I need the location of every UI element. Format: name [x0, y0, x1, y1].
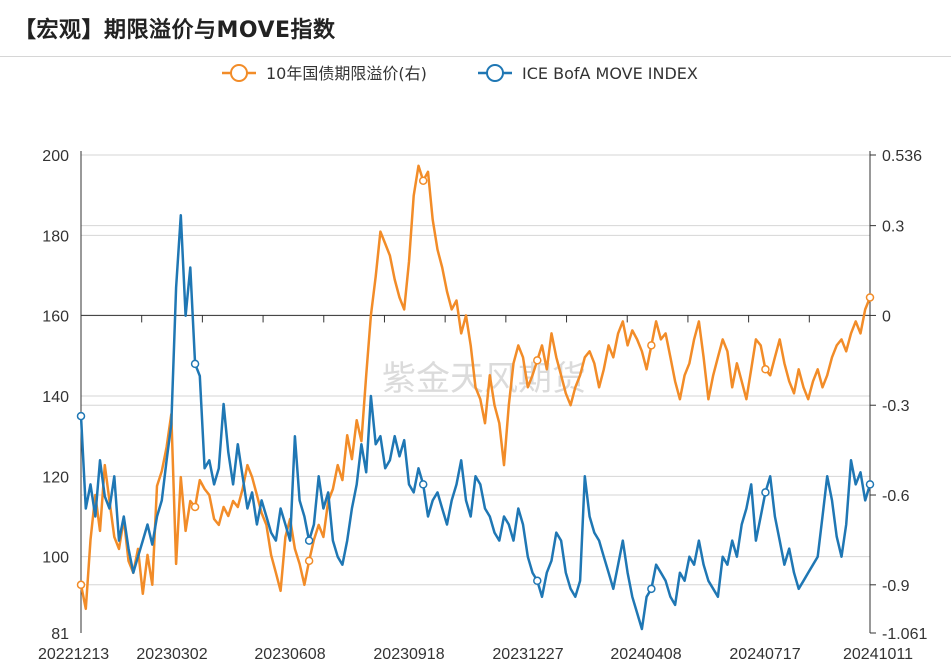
x-tick-label: 20221213 [38, 646, 109, 663]
x-tick-label: 20240717 [729, 646, 800, 663]
series-1-point [647, 584, 656, 594]
axes: 81 100 120 140 160 180 200 -1.061 -0.9 -0.6 -0.3 0 0… [38, 148, 927, 663]
series-1-point [761, 488, 770, 497]
series-0-point [304, 556, 314, 566]
series-1-point [190, 359, 200, 369]
series-0-point [761, 365, 770, 374]
legend-marker-0 [230, 64, 248, 82]
series-line-0 [79, 164, 872, 611]
series-1-point [76, 411, 86, 421]
x-tick-label: 20231227 [492, 646, 563, 663]
series-0-point [418, 176, 428, 185]
y-right-tick-label: -1.061 [882, 626, 927, 643]
y-left-tick-label: 120 [42, 469, 69, 486]
y-right-tick-label: 0 [882, 308, 891, 325]
series-0-point [76, 580, 86, 590]
legend: 10年国债期限溢价(右) ICE BofA MOVE INDEX [222, 64, 698, 83]
y-left-tick-label: 140 [42, 389, 69, 406]
y-right-tick-label: 0.536 [882, 148, 922, 165]
markers-layer [76, 176, 875, 594]
series-line-1 [79, 214, 872, 631]
y-right-tick-label: 0.3 [882, 219, 904, 236]
y-left-tick-label: 160 [42, 309, 69, 326]
series-layer [79, 164, 872, 631]
x-tick-label: 20230918 [373, 646, 444, 663]
legend-marker-1 [486, 64, 504, 82]
watermark: 紫金天风期货 [382, 359, 586, 399]
series-0-point [190, 502, 200, 512]
y-left-tick-label: 81 [51, 626, 69, 643]
y-right-tick-label: -0.3 [882, 398, 910, 415]
x-tick-label: 20230608 [254, 646, 325, 663]
x-tick-label: 20240408 [610, 646, 681, 663]
legend-label-1: ICE BofA MOVE INDEX [522, 64, 698, 83]
series-1-point [533, 576, 542, 586]
x-tick-label: 20230302 [136, 646, 207, 663]
y-left-tick-label: 200 [42, 148, 69, 165]
y-right-tick-label: -0.6 [882, 488, 910, 505]
y-left-tick-label: 100 [42, 550, 69, 567]
series-0-point [533, 356, 542, 365]
series-1-point [418, 480, 428, 489]
title-divider [0, 56, 951, 57]
y-right-tick-label: -0.9 [882, 578, 910, 595]
legend-label-0: 10年国债期限溢价(右) [266, 64, 427, 83]
series-1-point [865, 480, 875, 489]
y-left-tick-label: 180 [42, 228, 69, 245]
series-0-point [865, 293, 875, 302]
series-0-point [647, 341, 656, 350]
series-1-point [304, 536, 314, 545]
x-tick-label: 20241011 [843, 646, 913, 663]
chart-title: 【宏观】期限溢价与MOVE指数 [14, 18, 336, 43]
